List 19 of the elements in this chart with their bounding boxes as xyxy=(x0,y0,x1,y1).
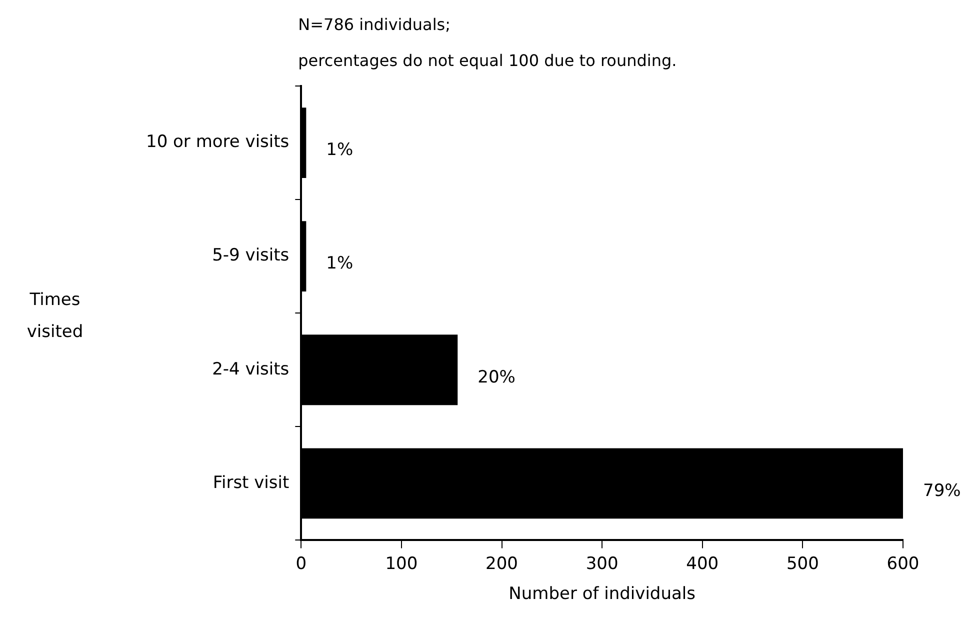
annotation: 1% xyxy=(326,254,354,274)
y-tick-label: 10 or more visits xyxy=(146,132,290,152)
y-axis-title: Times visited xyxy=(26,290,84,342)
x-axis-title: Number of individuals xyxy=(508,584,696,604)
x-tick-label: 0 xyxy=(296,554,307,574)
x-tick-label: 500 xyxy=(786,554,819,574)
annotation: 79% xyxy=(923,480,961,501)
y-tick-label: 5-9 visits xyxy=(212,246,290,266)
x-tick-label: 300 xyxy=(586,554,618,574)
annotation: 20% xyxy=(478,367,516,388)
annotation: 1% xyxy=(326,140,354,160)
x-tick-label: 200 xyxy=(486,554,518,574)
chart-subtitle: percentages do not equal 100 due to rounding. xyxy=(298,51,677,70)
chart-title: N=786 individuals; xyxy=(298,15,451,34)
x-tick-label: 400 xyxy=(686,554,719,574)
x-tick-label: 600 xyxy=(886,554,920,574)
y-tick-label: First visit xyxy=(212,472,290,493)
x-tick-label: 100 xyxy=(385,554,418,574)
y-tick-label: 2-4 visits xyxy=(212,359,290,380)
